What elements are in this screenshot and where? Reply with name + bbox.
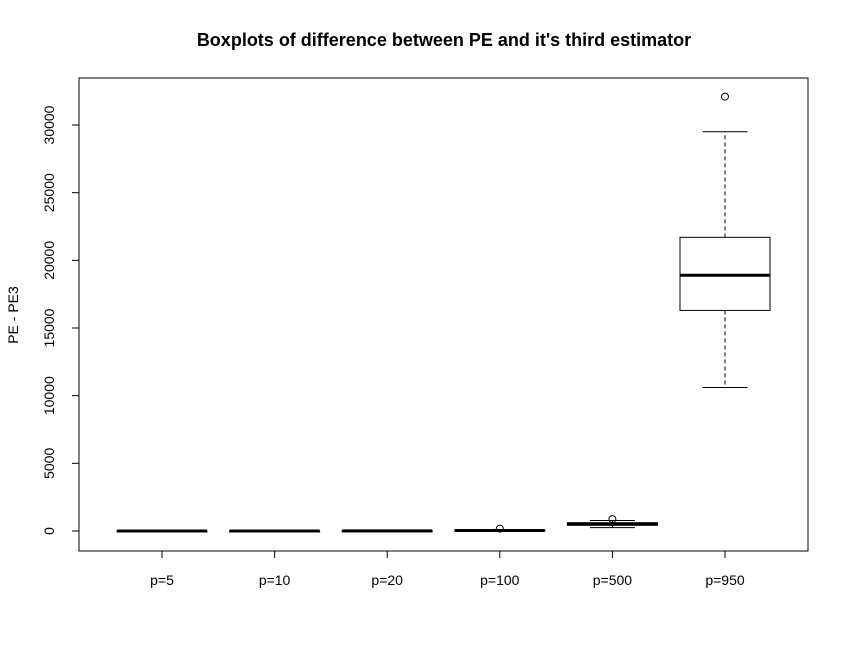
box-group [341, 529, 433, 533]
boxes [116, 92, 771, 533]
box-group [566, 515, 658, 529]
y-tick-label: 25000 [41, 173, 57, 212]
y-tick-label: 15000 [41, 308, 57, 347]
y-axis: 0 5000 10000 15000 20000 25000 30000 [41, 105, 80, 535]
y-tick-label: 0 [41, 527, 57, 535]
y-axis-label: PE - PE3 [5, 286, 21, 344]
box-group [679, 92, 771, 389]
outlier-point [608, 515, 617, 524]
x-tick-label: p=20 [371, 572, 403, 588]
y-tick-label: 10000 [41, 376, 57, 415]
y-tick-label: 30000 [41, 105, 57, 144]
x-tick-label: p=500 [593, 572, 633, 588]
box-group [454, 524, 546, 533]
outlier-point [721, 92, 729, 101]
box-group [229, 529, 321, 533]
x-tick-label: p=10 [259, 572, 291, 588]
x-axis: p=5 p=10 p=20 p=100 p=500 p=950 [150, 550, 745, 588]
y-tick-label: 5000 [41, 448, 57, 479]
plot-frame [78, 77, 809, 552]
x-tick-label: p=5 [150, 572, 174, 588]
x-tick-label: p=950 [705, 572, 745, 588]
x-tick-label: p=100 [480, 572, 520, 588]
box-group [116, 529, 208, 533]
chart-title: Boxplots of difference between PE and it… [197, 30, 691, 50]
outlier-point [495, 524, 504, 533]
y-tick-label: 20000 [41, 241, 57, 280]
